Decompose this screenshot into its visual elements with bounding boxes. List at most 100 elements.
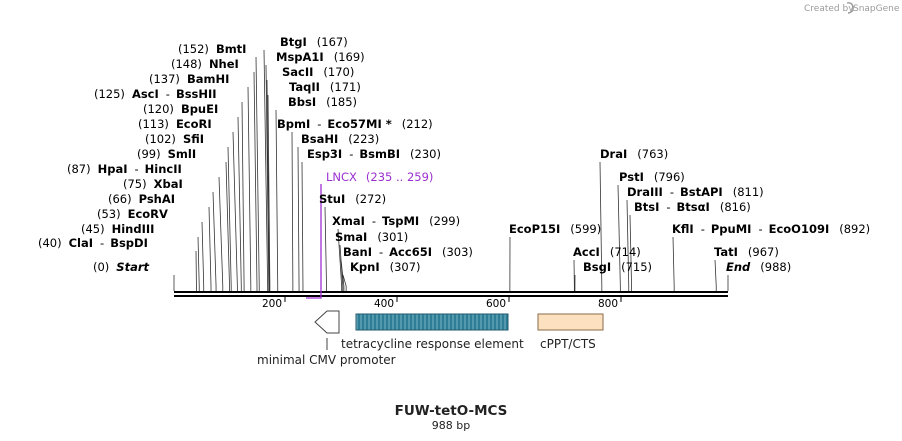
tick-label: 400: [374, 298, 394, 310]
site-enzyme: BsgI: [583, 260, 611, 274]
site-position: (303): [442, 245, 473, 259]
site-label[interactable]: (45) HindIII: [81, 222, 154, 236]
site-label[interactable]: (120) BpuEI: [143, 102, 218, 116]
site-label[interactable]: BtgI (167): [280, 35, 348, 49]
site-position: (714): [610, 245, 641, 259]
site-enzyme: PpuMI: [711, 222, 752, 236]
site-position: (599): [570, 222, 601, 236]
site-position: -: [701, 222, 705, 236]
site-connector: [617, 184, 621, 291]
site-enzyme: End: [726, 260, 751, 274]
site-enzyme: BstAPI: [680, 185, 723, 199]
site-label[interactable]: KflI - PpuMI - EcoO109I (892): [672, 222, 870, 236]
site-label[interactable]: (66) PshAI: [108, 192, 175, 206]
site-connector: [253, 71, 258, 291]
site-enzyme: Start: [116, 260, 149, 274]
site-position: -: [349, 147, 353, 161]
site-label[interactable]: BbsI (185): [288, 95, 357, 109]
site-connector: [629, 214, 632, 291]
site-connector: [291, 131, 294, 291]
site-enzyme: XmaI: [332, 214, 365, 228]
site-position: -: [758, 222, 762, 236]
site-enzyme: BamHI: [187, 72, 229, 86]
primer-lncx[interactable]: LNCX (235 .. 259): [306, 170, 434, 299]
site-position: -: [135, 162, 139, 176]
site-label[interactable]: (152) BmtI: [178, 42, 246, 56]
site-label[interactable]: AccI (714): [573, 245, 641, 259]
site-label[interactable]: XmaI - TspMI (299): [332, 214, 460, 228]
site-position: (307): [390, 260, 421, 274]
site-label[interactable]: (102) SfiI: [145, 132, 204, 146]
site-position: (967): [748, 245, 779, 259]
site-label[interactable]: Esp3I - BsmBI (230): [307, 147, 441, 161]
primer-range: (235 .. 259): [366, 170, 434, 184]
map-title: FUW-tetO-MCS: [395, 403, 508, 419]
site-label[interactable]: (137) BamHI: [149, 72, 229, 86]
feature-minimal-cmv-promoter[interactable]: minimal CMV promoter: [257, 310, 396, 367]
site-label[interactable]: (40) ClaI - BspDI: [38, 236, 148, 250]
site-lines: [173, 49, 729, 291]
site-position: -: [670, 185, 674, 199]
site-enzyme: BpuEI: [181, 102, 218, 116]
site-label[interactable]: StuI (272): [319, 192, 386, 206]
site-label[interactable]: (0) Start: [93, 260, 150, 274]
site-label[interactable]: BsgI (715): [583, 260, 652, 274]
site-position: (148): [171, 57, 202, 71]
tick-label: 200: [262, 298, 282, 310]
feature-tetracycline-response-element[interactable]: tetracycline response element: [341, 313, 524, 351]
site-labels: (0) Start (40) ClaI - BspDI(45) HindIII(53) Eco…: [38, 35, 870, 274]
site-label[interactable]: BanI - Acc65I (303): [343, 245, 473, 259]
site-label[interactable]: BpmI - Eco57MI * (212): [277, 117, 433, 131]
site-connector: [324, 206, 327, 291]
site-connector: [340, 259, 345, 291]
site-label[interactable]: BtsI - BtsαI (816): [634, 200, 751, 214]
site-label[interactable]: MspA1I (169): [276, 50, 365, 64]
site-connector: [339, 244, 344, 291]
site-enzyme: AscI: [132, 87, 159, 101]
site-connector: [275, 109, 279, 291]
site-label[interactable]: SmaI (301): [335, 230, 408, 244]
site-position: (796): [654, 170, 685, 184]
site-label[interactable]: (87) HpaI - HincII: [67, 162, 182, 176]
site-enzyme: HincII: [145, 162, 182, 176]
site-label[interactable]: BsaHI (223): [301, 132, 379, 146]
site-position: (811): [733, 185, 764, 199]
site-position: (299): [429, 214, 460, 228]
site-connector: [225, 161, 230, 291]
site-label[interactable]: (75) XbaI: [123, 177, 183, 191]
site-label[interactable]: (125) AscI - BssHII: [94, 87, 217, 101]
site-position: (171): [330, 80, 361, 94]
site-enzyme: EcoRI: [176, 117, 212, 131]
feature-box: [537, 313, 604, 331]
site-label[interactable]: TatI (967): [714, 245, 779, 259]
site-label[interactable]: SacII (170): [282, 65, 354, 79]
site-enzyme: SfiI: [183, 132, 204, 146]
site-label[interactable]: DraIII - BstAPI (811): [627, 185, 764, 199]
site-enzyme: EcoO109I: [769, 222, 830, 236]
site-position: (763): [637, 147, 668, 161]
site-label[interactable]: TaqII (171): [289, 80, 361, 94]
site-connector: [342, 274, 347, 291]
site-connector: [237, 116, 242, 291]
site-label[interactable]: PstI (796): [619, 170, 685, 184]
site-connector: [301, 161, 304, 291]
site-position: (816): [720, 200, 751, 214]
site-position: (185): [326, 95, 357, 109]
site-label[interactable]: End (988): [726, 260, 791, 274]
site-enzyme: BtsαI: [677, 200, 710, 214]
site-enzyme: TspMI: [382, 214, 419, 228]
site-connector: [227, 146, 232, 291]
site-label[interactable]: (148) NheI: [171, 57, 239, 71]
site-enzyme: SmaI: [335, 230, 367, 244]
site-connector: [255, 56, 260, 291]
site-label[interactable]: KpnI (307): [350, 260, 421, 274]
site-position: -: [666, 200, 670, 214]
site-label[interactable]: (53) EcoRV: [97, 207, 168, 221]
feature-cppt-cts[interactable]: cPPT/CTS: [537, 313, 604, 351]
site-enzyme: BtgI: [280, 35, 307, 49]
site-label[interactable]: EcoP15I (599): [509, 222, 601, 236]
credit-text: Created by: [804, 4, 854, 14]
site-label[interactable]: (99) SmlI: [137, 147, 196, 161]
site-label[interactable]: (113) EcoRI: [138, 117, 212, 131]
site-label[interactable]: DraI (763): [600, 147, 668, 161]
